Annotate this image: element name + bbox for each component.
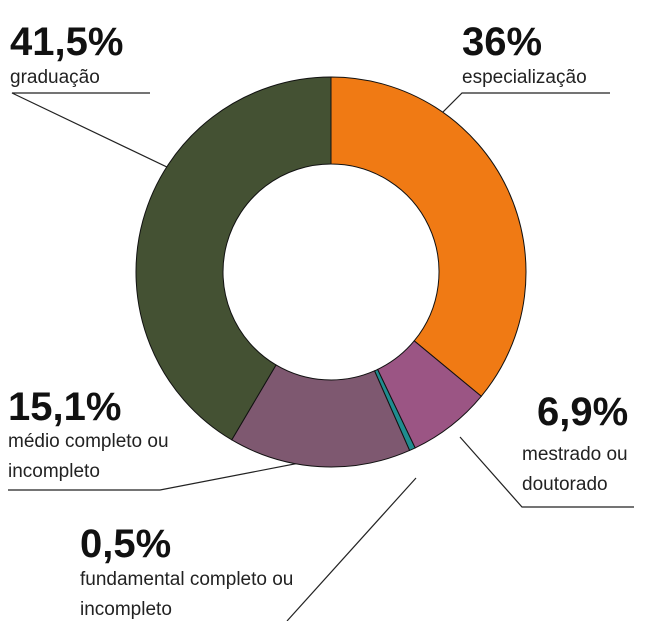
- category-label: graduação: [10, 67, 100, 88]
- leader-line: [459, 436, 634, 508]
- value-label: 6,9%: [537, 390, 628, 434]
- category-label: médio completo ou incompleto: [8, 431, 169, 482]
- category-line: médio completo ou: [8, 431, 169, 452]
- category-line: fundamental completo ou: [80, 569, 293, 590]
- category-line: graduação: [10, 67, 100, 88]
- donut-slice: [330, 76, 527, 398]
- donut-slice: [135, 76, 332, 441]
- category-line: especialização: [462, 67, 587, 88]
- value-label: 15,1%: [8, 385, 121, 429]
- category-line: incompleto: [8, 461, 100, 482]
- leader-line: [286, 477, 417, 621]
- value-label: 36%: [462, 20, 542, 64]
- value-label: 0,5%: [80, 522, 171, 566]
- category-line: mestrado ou: [522, 444, 628, 465]
- leader-lines: [8, 92, 634, 621]
- category-label: fundamental completo ou incompleto: [80, 569, 293, 620]
- category-line: doutorado: [522, 474, 608, 495]
- category-label: mestrado ou doutorado: [522, 444, 628, 495]
- category-label: especialização: [462, 67, 587, 88]
- value-label: 41,5%: [10, 20, 123, 64]
- leader-line: [11, 92, 216, 191]
- category-line: incompleto: [80, 599, 172, 620]
- leader-line: [8, 459, 316, 491]
